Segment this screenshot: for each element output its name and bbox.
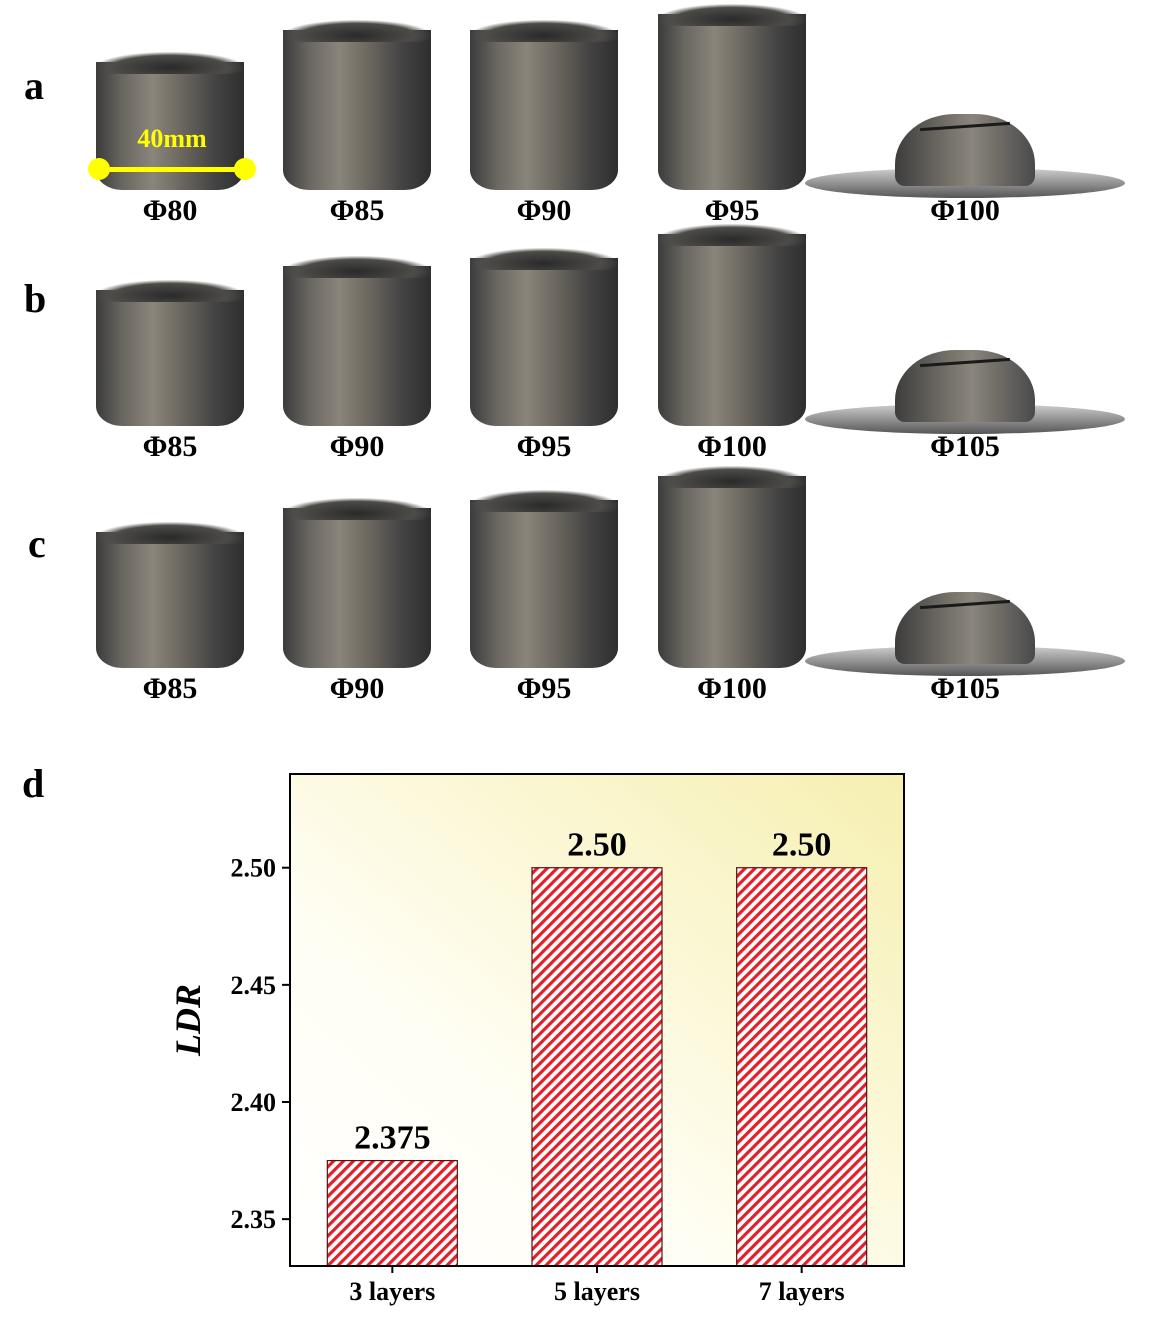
scale-bar: 40mm — [88, 124, 256, 180]
panel-label-a: a — [24, 63, 44, 108]
drawn-cup-specimen — [96, 522, 244, 668]
blank-diameter-label: Φ90 — [329, 430, 385, 463]
drawn-cup-specimen — [658, 466, 806, 668]
blank-diameter-label: Φ100 — [930, 194, 1000, 227]
drawn-cup-specimen — [658, 4, 806, 190]
data-label: 2.375 — [354, 1120, 431, 1157]
bar-2 — [531, 867, 663, 1267]
scale-bar-label: 40mm — [137, 124, 207, 153]
drawn-cup-specimen — [470, 20, 618, 190]
drawn-cup-specimen — [283, 256, 431, 426]
y-tick-label: 2.40 — [231, 1088, 277, 1117]
x-tick-label: 3 layers — [349, 1277, 435, 1306]
fractured-specimen — [805, 98, 1125, 198]
blank-diameter-label: Φ90 — [516, 194, 572, 227]
fractured-specimen — [805, 334, 1125, 434]
panel-label-b: b — [24, 276, 47, 321]
panel-label-d: d — [22, 761, 45, 806]
y-tick-label: 2.35 — [231, 1205, 277, 1234]
blank-diameter-label: Φ105 — [930, 672, 1000, 705]
x-tick-label: 5 layers — [554, 1277, 640, 1306]
blank-diameter-label: Φ85 — [329, 194, 385, 227]
data-label: 2.50 — [567, 827, 627, 864]
bar-3 — [736, 867, 868, 1267]
y-tick-label: 2.45 — [231, 971, 277, 1000]
data-label: 2.50 — [772, 827, 832, 864]
blank-diameter-label: Φ95 — [704, 194, 760, 227]
drawn-cup-specimen — [658, 224, 806, 426]
ldr-bar-chart: 2.375 3 layers 2.50 5 layers 2.50 7 layers 2.3… — [168, 773, 905, 1306]
plot-frame — [289, 773, 905, 1267]
blank-diameter-label: Φ90 — [329, 672, 385, 705]
blank-diameter-label: Φ85 — [142, 672, 198, 705]
blank-diameter-label: Φ105 — [930, 430, 1000, 463]
panel-label-c: c — [28, 521, 46, 566]
blank-diameter-label: Φ100 — [697, 672, 767, 705]
fractured-specimen — [805, 576, 1125, 676]
scale-bar-end-dot — [88, 158, 110, 180]
blank-diameter-label: Φ100 — [697, 430, 767, 463]
drawn-cup-specimen — [283, 20, 431, 190]
drawn-cup-specimen — [470, 248, 618, 426]
bar-1 — [326, 1159, 458, 1267]
blank-diameter-label: Φ85 — [142, 430, 198, 463]
drawn-cup-specimen — [283, 498, 431, 668]
scale-bar-end-dot — [234, 158, 256, 180]
drawn-cup-specimen — [96, 280, 244, 426]
blank-diameter-label: Φ95 — [516, 430, 572, 463]
x-tick-label: 7 layers — [759, 1277, 845, 1306]
scale-bar-line — [94, 167, 250, 172]
y-tick-label: 2.50 — [231, 854, 277, 883]
blank-diameter-label: Φ80 — [142, 194, 198, 227]
y-axis-label: LDR — [168, 984, 208, 1057]
blank-diameter-label: Φ95 — [516, 672, 572, 705]
drawn-cup-specimen — [470, 490, 618, 668]
